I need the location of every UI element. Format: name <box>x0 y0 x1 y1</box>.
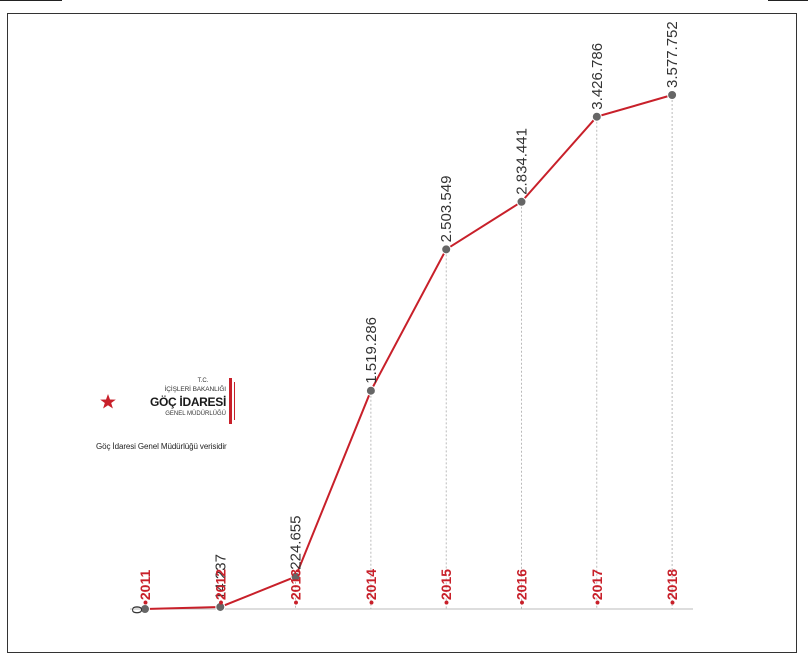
year-label-2016: •2016 <box>514 569 530 605</box>
logo-bar <box>229 378 232 424</box>
top-line-left <box>0 0 62 1</box>
crescent-star-icon <box>100 390 148 422</box>
logo-genel-mudurlugu: GENEL MÜDÜRLÜĞÜ <box>165 411 226 417</box>
value-label-2016: 2.834.441 <box>514 128 531 195</box>
year-label-2014: •2014 <box>363 569 379 605</box>
year-label-2013: •2013 <box>288 569 304 605</box>
value-label-2014: 1.519.286 <box>363 317 380 384</box>
year-label-2015: •2015 <box>438 569 454 605</box>
data-point-2016 <box>516 196 527 207</box>
data-point-2015 <box>441 244 452 255</box>
value-label-2013: 224.655 <box>288 515 305 569</box>
data-point-2011 <box>140 604 150 614</box>
value-label-2017: 3.426.786 <box>589 43 606 110</box>
value-label-2011: 0 <box>129 606 146 614</box>
data-point-2017 <box>591 111 602 122</box>
year-label-2012: •2012 <box>212 569 228 605</box>
value-label-2015: 2.503.549 <box>438 176 455 243</box>
source-note: Göç İdaresi Genel Müdürlüğü verisidir <box>96 442 227 451</box>
year-label-2018: •2018 <box>664 569 680 605</box>
year-label-2011: •2011 <box>137 570 153 605</box>
data-point-2018 <box>667 90 678 100</box>
top-line-right <box>768 0 808 1</box>
data-point-2013 <box>290 571 301 582</box>
logo-ministry: İÇİŞLERİ BAKANLIĞI <box>164 386 227 393</box>
year-label-2017: •2017 <box>589 569 605 605</box>
series-line <box>144 94 673 610</box>
line-chart: 0•2011 14.237•2012 224.655•2013 1.519.286 •2… <box>129 21 693 614</box>
chart-frame: 0 •2011 14.237 •2012 224.655 •2013 1.519.286 •2… <box>7 13 797 653</box>
logo-bar-thin <box>234 382 235 420</box>
logo-tc: T.C. <box>197 378 209 384</box>
data-point-2014 <box>365 385 376 396</box>
value-label-2018: 3.577.752 <box>664 21 681 88</box>
goc-idaresi-logo: T.C. İÇİŞLERİ BAKANLIĞI GÖÇ İDARESİ GENE… <box>96 378 256 468</box>
data-point-2012 <box>215 601 226 612</box>
logo-goc-idaresi: GÖÇ İDARESİ <box>149 395 226 409</box>
value-label-2012: 14.237 <box>212 554 229 600</box>
